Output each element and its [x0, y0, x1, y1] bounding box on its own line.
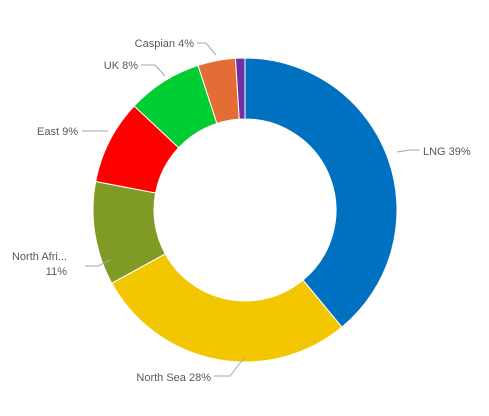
slice-lng — [244, 57, 398, 328]
data-label: UK 8% — [104, 60, 138, 72]
leader-line — [85, 259, 111, 267]
leader-lines-group — [82, 42, 420, 377]
data-label: North Sea 28% — [136, 372, 211, 384]
data-label: Caspian 4% — [135, 38, 195, 50]
leader-line — [396, 149, 420, 153]
data-labels-group: LNG 39% North Sea 28% North Afri... 11% East… — [12, 38, 471, 384]
data-label: North Afri... — [12, 251, 67, 263]
slice-north-sea — [111, 253, 343, 363]
leader-line — [197, 42, 217, 56]
slices-group — [92, 57, 398, 363]
data-label: 11% — [46, 266, 67, 278]
leader-line — [141, 64, 166, 77]
data-label: LNG 39% — [423, 146, 471, 158]
leader-line — [214, 357, 245, 377]
slice-other — [234, 57, 246, 120]
data-label: East 9% — [37, 126, 78, 138]
